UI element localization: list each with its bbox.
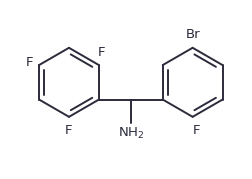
- Text: F: F: [97, 46, 104, 59]
- Text: F: F: [26, 56, 33, 69]
- Text: F: F: [192, 124, 199, 137]
- Text: NH$_2$: NH$_2$: [117, 126, 143, 141]
- Text: F: F: [65, 124, 73, 137]
- Text: Br: Br: [185, 28, 199, 41]
